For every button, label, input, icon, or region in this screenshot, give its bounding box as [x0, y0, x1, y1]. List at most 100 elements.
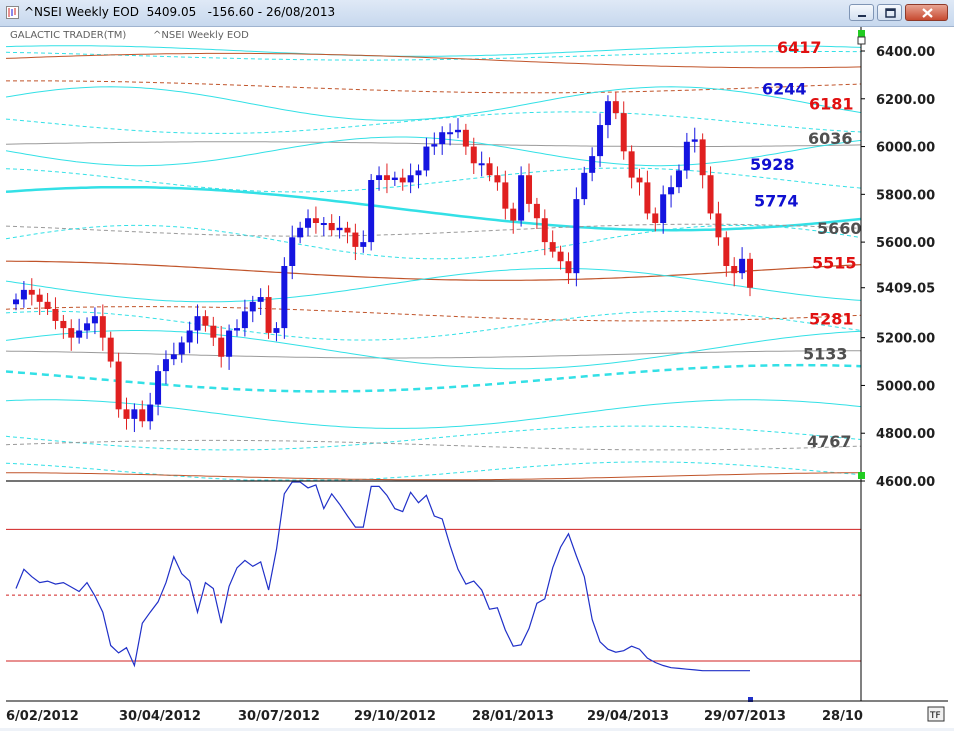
maximize-icon [885, 8, 896, 18]
candle-body [636, 177, 643, 183]
level-label-6244: 6244 [762, 79, 807, 98]
candle-body [557, 251, 564, 262]
candle-body [210, 325, 217, 338]
candle-body [739, 258, 746, 274]
candle-body [644, 182, 651, 214]
candle-body [589, 156, 596, 173]
tf-button[interactable]: TF [927, 706, 945, 722]
candle [352, 223, 359, 261]
chart-background [6, 27, 948, 727]
candle-body [360, 242, 367, 247]
candle [478, 151, 485, 177]
candle [178, 336, 185, 363]
candle-body [60, 320, 67, 329]
cycle-band-16 [5, 310, 862, 341]
candle-body [320, 223, 327, 225]
candle-body [289, 237, 296, 266]
cycle-band-14 [5, 267, 862, 303]
candle [581, 166, 588, 206]
candle [155, 365, 162, 416]
candle-body [383, 175, 390, 180]
level-label-5133: 5133 [803, 345, 848, 364]
level-label-6417: 6417 [777, 38, 822, 57]
window-title: ^NSEI Weekly EOD 5409.05 -156.60 - 26/08… [24, 5, 336, 19]
maximize-button[interactable] [877, 4, 902, 21]
candle [305, 209, 312, 237]
cycle-band-23 [5, 461, 862, 481]
candle [186, 321, 193, 354]
candle-body [186, 330, 193, 343]
candle [218, 325, 225, 368]
level-label-5281: 5281 [809, 309, 854, 328]
candle [28, 278, 35, 306]
candle-body [52, 309, 59, 321]
candle [265, 285, 272, 339]
oscillator-line [15, 481, 750, 672]
price-tick-label: 5800.00 [876, 188, 935, 203]
cycle-band-11 [5, 223, 862, 237]
candle [13, 293, 19, 311]
candle [44, 292, 51, 315]
candle-body [620, 113, 627, 152]
candle-body [675, 170, 682, 188]
candle [549, 230, 556, 258]
candle-body [683, 141, 690, 171]
candle-body [297, 227, 304, 238]
candle [510, 202, 517, 234]
candle [336, 216, 343, 239]
candle [604, 95, 611, 139]
candle-body [91, 316, 98, 324]
expand-icon [857, 36, 866, 45]
candle [241, 299, 248, 337]
minimize-button[interactable] [849, 4, 874, 21]
axes: 6400.00 6200.00 6000.00 5800.00 5600.00 5409.… [6, 27, 948, 727]
chart-area[interactable]: 6417 6244 6181 6036 5928 5774 5660 5515 5281 5133… [5, 27, 948, 727]
candle-body [478, 163, 485, 166]
cycle-band-22 [5, 439, 862, 451]
candle-body [147, 404, 154, 422]
legend-symbol: ^NSEI Weekly EOD [153, 30, 249, 41]
candle-body [68, 328, 75, 338]
candle [68, 319, 75, 351]
candle-body [20, 289, 27, 300]
candle-body [218, 337, 225, 357]
candle [415, 164, 422, 189]
candle [589, 147, 596, 182]
candle [131, 403, 138, 433]
close-button[interactable] [905, 4, 948, 21]
candle [691, 127, 698, 153]
candle-body [44, 301, 51, 309]
candle-body [549, 242, 556, 252]
candle [739, 247, 746, 280]
candle [202, 310, 209, 332]
candle-body [691, 139, 698, 142]
price-tick-label: 6200.00 [876, 93, 935, 108]
candle [107, 331, 114, 368]
candle-body [597, 125, 604, 157]
candle-body [115, 361, 122, 410]
candle [747, 252, 753, 297]
candle-body [407, 175, 414, 183]
date-tick-label: 28/10 [822, 709, 863, 724]
candle [423, 137, 430, 177]
candle [715, 201, 722, 246]
candle-body [328, 223, 335, 231]
candle-body [368, 180, 375, 243]
close-icon [922, 8, 933, 18]
candle-body [273, 328, 280, 333]
candle-body [123, 409, 130, 419]
candle [707, 166, 714, 220]
candle [320, 217, 327, 237]
candle [620, 101, 627, 160]
date-tick-label: 29/04/2013 [587, 709, 669, 724]
corner-marker-icon [858, 472, 865, 479]
price-tick-label: 6400.00 [876, 45, 935, 60]
candle [699, 133, 706, 189]
candle [312, 206, 319, 234]
tf-button-frame [927, 706, 945, 722]
candle-body [352, 232, 359, 247]
candle [533, 197, 540, 229]
candle-body [391, 177, 398, 180]
title-bar[interactable]: ^NSEI Weekly EOD 5409.05 -156.60 - 26/08… [0, 0, 954, 27]
